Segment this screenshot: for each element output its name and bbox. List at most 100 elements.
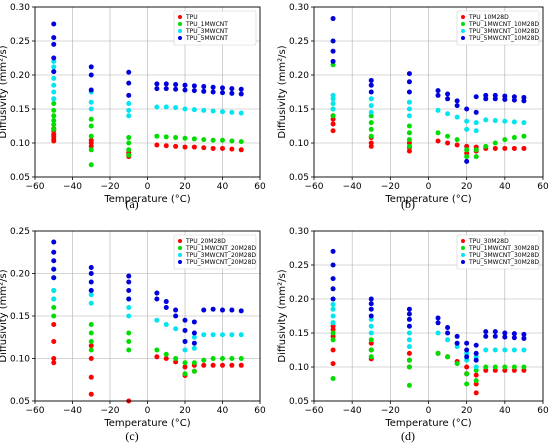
data-point [51, 89, 57, 95]
data-point [492, 118, 498, 124]
data-point [473, 120, 479, 126]
panel-label: (d) [401, 429, 415, 443]
data-point [445, 96, 451, 102]
data-point [154, 354, 160, 360]
data-point [88, 99, 94, 105]
x-tick-label: −20 [381, 182, 400, 192]
data-point [492, 140, 498, 146]
legend-marker [178, 22, 182, 26]
data-point [464, 118, 470, 124]
data-point [182, 144, 188, 150]
data-point [330, 361, 336, 367]
legend-entry: TPU_5MWCNT_10M28D [468, 35, 539, 42]
data-point [445, 91, 451, 97]
x-tick-label: 60 [254, 182, 266, 192]
data-point [511, 94, 517, 100]
y-tick-label: 0.10 [10, 139, 30, 149]
legend-box [173, 10, 257, 46]
data-point [88, 288, 94, 293]
data-point [88, 300, 94, 306]
data-point [473, 154, 479, 160]
legend: TPU_30M28DTPU_1MWCNT_30M28DTPU_3MWCNT_30… [456, 234, 539, 270]
data-point [51, 339, 57, 344]
y-tick-label: 0.15 [10, 312, 30, 322]
legend-entry: TPU_5MWCNT_30M28D [468, 259, 539, 266]
y-tick-label: 0.10 [289, 139, 309, 149]
data-point [220, 85, 225, 91]
data-point [126, 339, 132, 344]
y-axis-label: Diffusivity (mm²/s) [0, 45, 9, 138]
data-point [229, 109, 235, 115]
legend-entry: TPU_3MWCNT_20M28D [185, 252, 256, 259]
data-point [191, 334, 197, 340]
y-tick-label: 0.05 [10, 173, 30, 183]
data-point [521, 133, 527, 139]
data-point [521, 145, 527, 151]
chart-panel: −60 −40 −20 0 20 40 60 0.05 0.10 0.15 0.20 0.25 TPU_… [0, 227, 266, 443]
data-point [238, 139, 244, 145]
data-point [464, 364, 470, 370]
data-point [406, 113, 412, 119]
data-point [191, 330, 197, 336]
data-point [201, 84, 207, 90]
legend-entry: TPU_1MWCNT_20M28D [185, 245, 256, 252]
data-point [163, 104, 169, 110]
data-point [154, 296, 160, 302]
data-point [483, 364, 489, 370]
data-point [126, 113, 132, 119]
data-point [51, 82, 57, 88]
data-point [173, 86, 179, 92]
data-point [473, 390, 479, 396]
data-point [473, 147, 479, 153]
legend: TPU_20M28DTPU_1MWCNT_20M28DTPU_3MWCNT_20… [173, 234, 256, 270]
data-point [51, 288, 57, 293]
data-point [210, 89, 216, 95]
data-point [51, 296, 57, 302]
legend-marker [461, 29, 465, 33]
y-axis-label: Diffusivity (mm²/s) [0, 269, 9, 362]
x-tick-label: 40 [217, 182, 229, 192]
data-point [88, 292, 94, 298]
data-point [191, 345, 197, 351]
data-point [182, 82, 188, 88]
x-tick-label: 60 [537, 406, 549, 416]
data-point [406, 330, 412, 336]
data-point [201, 137, 207, 143]
data-point [330, 101, 336, 107]
data-point [88, 87, 94, 93]
data-point [51, 21, 57, 27]
legend-marker [461, 36, 465, 40]
data-point [88, 279, 94, 285]
data-point [51, 113, 57, 119]
data-point [464, 381, 470, 387]
legend-entry: TPU_3MWCNT [185, 28, 228, 35]
plot-frame [34, 230, 261, 402]
data-point [126, 140, 132, 146]
data-series [51, 21, 244, 98]
x-tick-label: −40 [63, 406, 82, 416]
data-point [483, 92, 489, 98]
data-point [492, 333, 498, 339]
y-tick-label: 0.15 [10, 105, 30, 115]
data-point [51, 35, 57, 41]
x-tick-label: 60 [254, 406, 266, 416]
data-point [51, 266, 57, 272]
y-tick-label: 0.20 [10, 270, 30, 280]
legend-marker [178, 15, 182, 19]
legend-entry: TPU_5MWCNT_20M28D [185, 259, 256, 266]
data-point [126, 296, 132, 302]
data-point [126, 279, 132, 285]
legend-marker [178, 29, 182, 33]
legend-marker [461, 246, 465, 250]
data-point [51, 64, 57, 70]
data-point [473, 128, 479, 134]
x-tick-label: 40 [499, 182, 511, 192]
data-point [406, 137, 412, 143]
legend-marker [461, 239, 465, 243]
data-point [368, 354, 374, 360]
panel-label: (a) [125, 197, 138, 211]
x-tick-label: −20 [381, 406, 400, 416]
data-point [191, 368, 197, 374]
data-point [191, 144, 197, 150]
y-tick-label: 0.15 [289, 329, 309, 339]
